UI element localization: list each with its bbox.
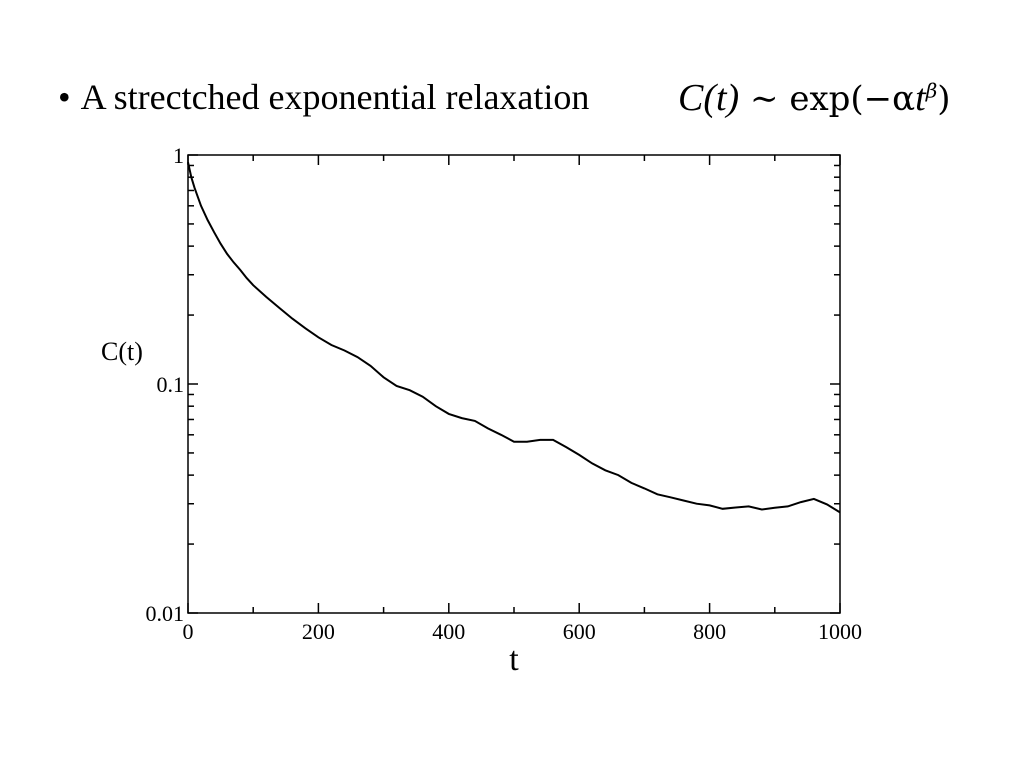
formula: C(t) ∼ exp(−αtβ) — [678, 76, 951, 120]
formula-operator: ∼ — [750, 79, 779, 119]
axis-ticks — [187, 154, 841, 614]
formula-function: exp(−α — [789, 79, 916, 119]
formula-variable: t — [915, 77, 926, 119]
x-tick-label: 600 — [563, 619, 596, 644]
formula-exponent: β — [925, 78, 938, 103]
x-tick-label: 200 — [302, 619, 335, 644]
series-line — [187, 161, 841, 514]
x-tick-label: 400 — [432, 619, 465, 644]
bullet-point: • — [58, 77, 71, 117]
plot-frame — [187, 154, 841, 614]
x-tick-label: 800 — [693, 619, 726, 644]
slide-heading: • A strectched exponential relaxation — [58, 76, 589, 118]
y-tick-label: 0.01 — [146, 601, 185, 626]
formula-lhs: C(t) — [678, 77, 740, 119]
y-tick-label: 0.1 — [157, 372, 185, 397]
heading-text: A strectched exponential relaxation — [80, 77, 590, 117]
y-tick-label: 1 — [173, 143, 184, 168]
formula-close: ) — [937, 79, 951, 119]
axis-tick-labels: 0 200 400 600 800 1000 0.01 0.1 1 — [146, 143, 863, 644]
x-tick-label: 1000 — [818, 619, 862, 644]
x-axis-title: t — [509, 641, 519, 678]
y-axis-title: C(t) — [101, 337, 143, 366]
x-tick-label: 0 — [183, 619, 194, 644]
